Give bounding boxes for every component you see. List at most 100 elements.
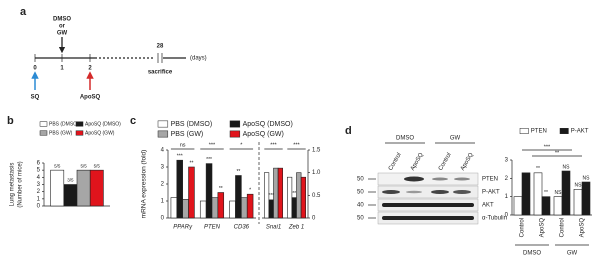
significance: NS bbox=[563, 164, 571, 170]
row-label: P-AKT bbox=[482, 190, 500, 196]
group-note: *** bbox=[209, 142, 216, 148]
significance: ** bbox=[219, 186, 223, 192]
x-tick-label: Control bbox=[560, 218, 566, 237]
event-label: ApoSQ bbox=[80, 95, 101, 101]
bar bbox=[50, 169, 65, 207]
significance: NS bbox=[555, 190, 563, 196]
y-tick-label: 3 bbox=[37, 182, 41, 188]
y-tick-label: 4 bbox=[161, 148, 165, 154]
legend-swatch bbox=[75, 130, 84, 136]
bar bbox=[541, 196, 551, 216]
bar bbox=[521, 172, 531, 216]
group-note: ** bbox=[555, 150, 560, 156]
group-label: DMSO bbox=[523, 251, 541, 257]
value-label: 5/5 bbox=[54, 163, 61, 168]
band bbox=[432, 177, 448, 181]
y-tick-label: 1 bbox=[37, 196, 41, 202]
legend-label: PBS (GW) bbox=[171, 131, 204, 138]
lane-label: Control bbox=[388, 152, 403, 172]
group-note: ns bbox=[180, 142, 186, 148]
row-label: AKT bbox=[482, 203, 494, 209]
x-tick-label: Snai1 bbox=[266, 225, 281, 231]
bar bbox=[205, 163, 213, 219]
bar bbox=[581, 181, 591, 216]
bar bbox=[291, 197, 297, 219]
y-tick-label: 2 bbox=[505, 176, 509, 182]
value-label: 5/5 bbox=[80, 163, 87, 168]
lane-label: ApoSQ bbox=[460, 152, 475, 172]
band bbox=[382, 216, 474, 220]
day-label: 0 bbox=[33, 66, 37, 72]
group-note: * bbox=[240, 142, 243, 148]
legend-swatch bbox=[519, 128, 529, 134]
bar bbox=[211, 197, 219, 219]
y-tick-label: 2 bbox=[161, 182, 165, 188]
marker-label: 50 bbox=[357, 216, 364, 222]
marker-label: 50 bbox=[357, 190, 364, 196]
bar bbox=[273, 167, 279, 219]
y-tick-label: 5 bbox=[37, 168, 41, 174]
legend-swatch bbox=[559, 128, 569, 134]
y-tick-label: 0.5 bbox=[312, 193, 321, 199]
bar bbox=[235, 175, 242, 219]
legend-label: PBS (DMSO) bbox=[49, 121, 79, 127]
bar bbox=[217, 192, 225, 219]
lane-label: Control bbox=[438, 152, 453, 172]
panel-label: a bbox=[20, 6, 27, 18]
treatment-label: or bbox=[59, 24, 66, 30]
day-label: 2 bbox=[88, 66, 92, 72]
treatment-label: GW bbox=[57, 31, 68, 37]
y-tick-label: 2 bbox=[37, 189, 41, 195]
bar bbox=[63, 184, 78, 207]
bar bbox=[176, 159, 183, 219]
legend-swatch bbox=[75, 121, 84, 127]
y-tick-label: 1.0 bbox=[312, 170, 321, 176]
significance: ** bbox=[236, 169, 240, 175]
group-note: *** bbox=[293, 142, 300, 148]
marker-label: 50 bbox=[357, 177, 364, 183]
y-tick-label: 1.5 bbox=[312, 148, 321, 154]
bar bbox=[188, 166, 195, 219]
blot-strip bbox=[377, 185, 479, 199]
treatment-label: DMSO bbox=[53, 17, 71, 23]
significance: *** bbox=[206, 157, 212, 163]
y-axis-label: Lung metastasis bbox=[10, 163, 16, 207]
legend-label: ApoSQ (GW) bbox=[243, 131, 284, 138]
group-note: *** bbox=[270, 142, 277, 148]
legend-swatch bbox=[157, 130, 169, 138]
day-label: 1 bbox=[60, 66, 64, 72]
x-tick-label: ApoSQ bbox=[540, 218, 546, 238]
group-note: *** bbox=[544, 144, 551, 150]
legend-label: PBS (DMSO) bbox=[171, 121, 213, 128]
timeline: DMSO or GW 0 1 2 28 (days) SQ ApoSQ sacr… bbox=[31, 17, 207, 101]
band bbox=[404, 176, 424, 182]
y-tick-label: 0 bbox=[161, 216, 165, 222]
significance: ** bbox=[544, 190, 548, 196]
band bbox=[454, 177, 470, 181]
x-tick-label: CD36 bbox=[234, 225, 250, 231]
legend-swatch bbox=[229, 120, 241, 128]
band bbox=[431, 190, 449, 194]
legend-label: ApoSQ (DMSO) bbox=[243, 121, 293, 128]
legend-label: P-AKT bbox=[571, 129, 589, 135]
y-tick-label: 3 bbox=[161, 165, 165, 171]
band bbox=[453, 190, 471, 194]
significance: *** bbox=[268, 193, 274, 199]
significance: NS bbox=[575, 183, 583, 189]
panel-label: d bbox=[345, 125, 352, 137]
value-label: 3/5 bbox=[67, 178, 74, 183]
legend-swatch bbox=[39, 121, 48, 127]
legend-label: ApoSQ (GW) bbox=[85, 130, 115, 136]
bar bbox=[277, 167, 284, 219]
western-blot: DMSO GW Control ApoSQ Control ApoSQ 50 5… bbox=[357, 136, 507, 225]
bar bbox=[263, 172, 270, 219]
y-tick-label: 1 bbox=[161, 199, 165, 205]
bar bbox=[300, 176, 307, 219]
band bbox=[382, 203, 474, 207]
blot-strip bbox=[377, 172, 479, 186]
x-tick-label: Zeb 1 bbox=[288, 225, 304, 231]
panel-label: b bbox=[7, 115, 14, 127]
bar bbox=[268, 199, 274, 219]
marker-label: 40 bbox=[357, 203, 364, 209]
